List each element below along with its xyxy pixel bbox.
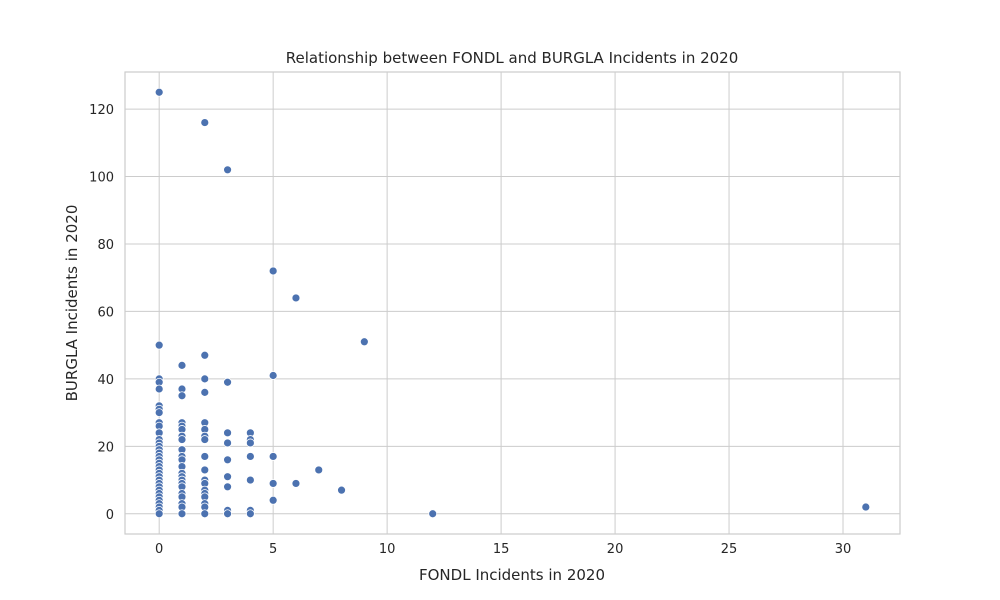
data-point bbox=[268, 479, 278, 488]
data-point bbox=[177, 391, 187, 401]
data-point bbox=[245, 438, 255, 448]
data-point bbox=[200, 350, 210, 360]
x-gridlines bbox=[158, 72, 844, 534]
data-point bbox=[200, 118, 210, 127]
data-point bbox=[223, 428, 232, 438]
y-tick-label: 80 bbox=[97, 238, 114, 253]
data-point bbox=[223, 165, 232, 175]
data-point bbox=[291, 293, 301, 303]
y-tick-label: 60 bbox=[97, 305, 114, 320]
data-point bbox=[268, 452, 278, 461]
x-tick-label: 10 bbox=[379, 542, 396, 557]
x-tick-label: 30 bbox=[835, 542, 852, 557]
data-point bbox=[154, 408, 164, 417]
y-gridlines bbox=[125, 108, 900, 515]
data-point bbox=[154, 384, 164, 394]
data-points bbox=[154, 87, 871, 519]
data-point bbox=[200, 387, 210, 397]
data-point bbox=[314, 465, 324, 475]
data-point bbox=[245, 452, 255, 461]
x-tick-label: 0 bbox=[155, 542, 163, 557]
plot-frame bbox=[124, 71, 901, 535]
data-point bbox=[177, 509, 187, 519]
y-tick-label: 100 bbox=[89, 171, 114, 186]
data-point bbox=[223, 482, 232, 492]
data-point bbox=[177, 435, 187, 444]
data-point bbox=[200, 509, 210, 519]
x-tick-label: 20 bbox=[607, 542, 624, 557]
x-tick-label: 25 bbox=[721, 542, 738, 557]
y-axis-label: BURGLA Incidents in 2020 bbox=[63, 205, 81, 402]
x-axis-label: FONDL Incidents in 2020 bbox=[419, 566, 605, 584]
data-point bbox=[177, 360, 187, 370]
chart-title: Relationship between FONDL and BURGLA In… bbox=[286, 49, 739, 67]
data-point bbox=[359, 337, 369, 347]
data-point bbox=[268, 371, 278, 380]
data-point bbox=[223, 509, 232, 519]
data-point bbox=[428, 509, 438, 519]
y-tick-labels: 0 20 40 60 80 100 120 bbox=[89, 103, 114, 523]
data-point bbox=[245, 509, 255, 519]
x-tick-label: 5 bbox=[269, 542, 277, 557]
data-point bbox=[223, 455, 232, 465]
y-tick-label: 120 bbox=[89, 103, 114, 118]
data-point bbox=[268, 266, 278, 276]
x-tick-label: 15 bbox=[493, 542, 510, 557]
data-point bbox=[200, 465, 210, 475]
data-point bbox=[223, 472, 232, 482]
data-point bbox=[154, 340, 164, 350]
y-tick-label: 0 bbox=[106, 508, 114, 523]
data-point bbox=[245, 475, 255, 485]
y-tick-label: 40 bbox=[97, 373, 114, 388]
data-point bbox=[154, 87, 164, 97]
data-point bbox=[200, 435, 210, 444]
data-point bbox=[223, 438, 232, 448]
y-tick-label: 20 bbox=[97, 440, 114, 455]
data-point bbox=[223, 377, 232, 387]
x-tick-labels: 0 5 10 15 20 25 30 bbox=[155, 542, 851, 557]
data-point bbox=[200, 452, 210, 461]
data-point bbox=[291, 479, 301, 488]
data-point bbox=[337, 485, 346, 495]
data-point bbox=[200, 374, 210, 384]
data-point bbox=[154, 509, 164, 519]
data-point bbox=[268, 495, 278, 505]
data-point bbox=[861, 502, 871, 512]
